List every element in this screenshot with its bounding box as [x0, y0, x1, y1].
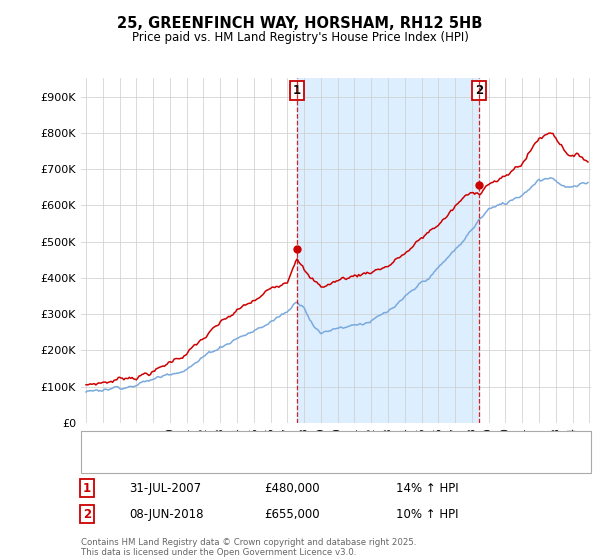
Text: 14% ↑ HPI: 14% ↑ HPI	[396, 482, 458, 495]
Text: Contains HM Land Registry data © Crown copyright and database right 2025.
This d: Contains HM Land Registry data © Crown c…	[81, 538, 416, 557]
Bar	[297, 78, 479, 423]
Text: 10% ↑ HPI: 10% ↑ HPI	[396, 507, 458, 521]
Text: ——: ——	[87, 458, 112, 470]
Text: 25, GREENFINCH WAY, HORSHAM, RH12 5HB: 25, GREENFINCH WAY, HORSHAM, RH12 5HB	[118, 16, 482, 31]
Text: Price paid vs. HM Land Registry's House Price Index (HPI): Price paid vs. HM Land Registry's House …	[131, 31, 469, 44]
Text: £655,000: £655,000	[264, 507, 320, 521]
Text: £480,000: £480,000	[264, 482, 320, 495]
Text: 25, GREENFINCH WAY, HORSHAM, RH12 5HB (detached house): 25, GREENFINCH WAY, HORSHAM, RH12 5HB (d…	[114, 438, 442, 448]
Text: 1: 1	[293, 83, 301, 96]
Text: HPI: Average price, detached house, Horsham: HPI: Average price, detached house, Hors…	[114, 459, 354, 469]
Text: ——: ——	[87, 436, 112, 450]
Text: 08-JUN-2018: 08-JUN-2018	[129, 507, 203, 521]
Text: 2: 2	[83, 507, 91, 521]
Text: 2: 2	[475, 83, 484, 96]
Text: 1: 1	[83, 482, 91, 495]
Text: 31-JUL-2007: 31-JUL-2007	[129, 482, 201, 495]
